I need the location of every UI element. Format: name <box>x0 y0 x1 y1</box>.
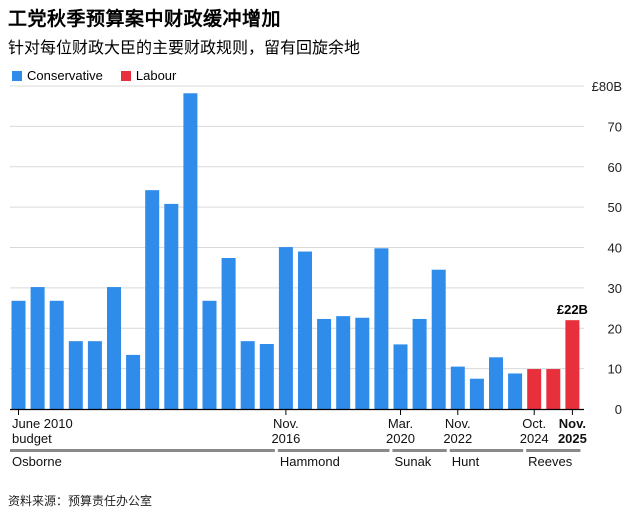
bar-conservative <box>374 248 389 409</box>
bar-conservative <box>49 300 64 409</box>
bar-conservative <box>412 318 427 409</box>
bar-conservative <box>87 341 102 409</box>
x-tick-label: budget <box>12 431 52 446</box>
chancellor-label: Osborne <box>12 454 62 469</box>
y-axis-ticks: 0 10 20 30 40 50 60 70 £80B <box>592 79 622 417</box>
bar-conservative <box>107 287 121 409</box>
x-tick-label: Nov. <box>445 416 471 431</box>
bar-conservative <box>183 93 198 409</box>
y-tick-label: 30 <box>608 281 622 296</box>
bar-labour <box>546 369 561 409</box>
bar-conservative <box>336 316 351 409</box>
x-tick-label: Mar. <box>388 416 413 431</box>
bar-conservative <box>259 343 274 409</box>
chancellor-bar <box>449 449 524 452</box>
bar-conservative <box>240 341 255 409</box>
bar-conservative <box>278 247 293 409</box>
bar-conservative <box>30 287 45 409</box>
chancellor-label: Reeves <box>528 454 573 469</box>
bar-conservative <box>126 354 141 409</box>
y-tick-label: 0 <box>615 402 622 417</box>
legend-item-labour: Labour <box>120 68 177 83</box>
bar-conservative <box>164 203 179 409</box>
chancellor-label: Sunak <box>394 454 431 469</box>
bar-conservative <box>11 300 26 409</box>
legend-item-conservative: Conservative <box>12 68 103 83</box>
x-axis: June 2010budgetNov.2016Mar.2020Nov.2022O… <box>10 408 587 446</box>
y-tick-label: 60 <box>608 160 622 175</box>
x-tick-label: 2024 <box>520 431 549 446</box>
bar-conservative <box>221 257 236 409</box>
bar-conservative <box>393 344 408 409</box>
x-tick-label: 2025 <box>558 431 587 446</box>
bar-conservative <box>355 317 370 409</box>
bar-conservative <box>431 269 446 409</box>
y-tick-label: 70 <box>608 119 622 134</box>
bar-conservative <box>489 357 503 409</box>
chancellor-label: Hammond <box>280 454 340 469</box>
chancellor-bar <box>277 449 390 452</box>
chancellor-label: Hunt <box>452 454 480 469</box>
x-tick-label: June 2010 <box>12 416 73 431</box>
bar-conservative <box>317 318 332 409</box>
bar-conservative <box>68 341 83 409</box>
bar-conservative <box>202 300 217 409</box>
annotations: £22B <box>557 302 588 317</box>
legend-label-conservative: Conservative <box>27 68 103 83</box>
x-tick-label: 2022 <box>443 431 472 446</box>
bar-conservative <box>450 366 465 409</box>
y-tick-label: 20 <box>608 321 622 336</box>
data-label: £22B <box>557 302 588 317</box>
x-tick-label: Nov. <box>273 416 299 431</box>
bar-conservative <box>508 373 523 409</box>
x-tick-label: Nov. <box>559 416 586 431</box>
legend: Conservative Labour <box>12 68 194 83</box>
legend-swatch-conservative <box>12 70 22 81</box>
chart-title: 工党秋季预算案中财政缓冲增加 <box>8 9 282 30</box>
x-tick-label: 2020 <box>386 431 415 446</box>
source-note: 资料来源：预算责任办公室 <box>8 494 153 508</box>
gridlines <box>10 85 584 370</box>
y-tick-label: 10 <box>608 362 622 377</box>
chart-subtitle: 针对每位财政大臣的主要财政规则，留有回旋余地 <box>8 40 361 57</box>
legend-swatch-labour <box>120 70 131 81</box>
bar-conservative <box>469 378 484 409</box>
bar-conservative <box>145 190 160 409</box>
chancellor-spans: Osborne Hammond Sunak Hunt Reeves <box>10 449 581 469</box>
bar-conservative <box>298 251 312 409</box>
bars <box>11 93 580 409</box>
bar-labour <box>565 320 580 409</box>
y-tick-label: 40 <box>608 241 622 256</box>
chancellor-bar <box>392 449 447 452</box>
x-tick-label: Oct. <box>522 416 546 431</box>
legend-label-labour: Labour <box>135 68 177 83</box>
chancellor-bar <box>526 449 581 452</box>
y-tick-label: £80B <box>592 79 622 94</box>
chancellor-bar <box>10 449 275 452</box>
x-tick-label: 2016 <box>271 431 300 446</box>
bar-labour <box>527 369 542 409</box>
y-tick-label: 50 <box>608 200 622 215</box>
